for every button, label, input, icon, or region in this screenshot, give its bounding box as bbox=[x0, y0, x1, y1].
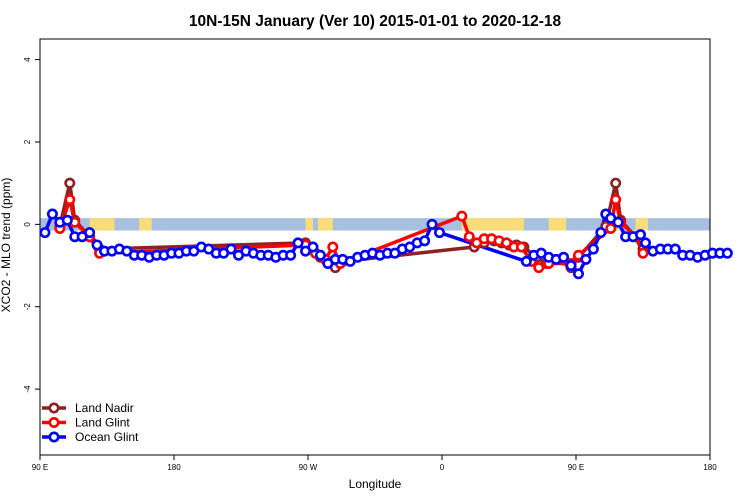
legend-swatch-marker bbox=[48, 416, 60, 428]
ocean-glint-point bbox=[639, 237, 651, 249]
y-tick-label: 0 bbox=[23, 222, 32, 227]
x-tick-label: 180 bbox=[167, 463, 181, 472]
plot-frame bbox=[39, 38, 711, 456]
land-segment bbox=[461, 218, 524, 231]
ocean-glint-point bbox=[612, 216, 624, 228]
ocean-glint-point bbox=[84, 227, 96, 239]
ocean-glint-point bbox=[558, 251, 570, 263]
ocean-glint-point bbox=[285, 249, 297, 261]
land-nadir-point bbox=[610, 177, 622, 189]
ocean-band bbox=[40, 218, 710, 231]
ocean-glint-point bbox=[565, 260, 577, 272]
ocean-glint-point bbox=[595, 227, 607, 239]
ocean-glint-point bbox=[580, 253, 592, 265]
ocean-glint-point bbox=[635, 229, 647, 241]
land-glint-point bbox=[533, 262, 545, 274]
land-segment bbox=[317, 218, 333, 231]
land-segment bbox=[139, 218, 152, 231]
ocean-glint-point bbox=[419, 235, 431, 247]
ocean-glint-point bbox=[225, 243, 237, 255]
land-glint-point bbox=[637, 247, 649, 259]
ocean-glint-point bbox=[61, 214, 73, 226]
legend-swatch-marker bbox=[48, 402, 60, 414]
ocean-glint-point bbox=[434, 227, 446, 239]
ocean-glint-point bbox=[39, 227, 51, 239]
ocean-glint-point bbox=[572, 268, 584, 280]
x-tick-label: 0 bbox=[440, 463, 445, 472]
y-tick-label: 4 bbox=[23, 57, 32, 62]
ocean-glint-point bbox=[314, 249, 326, 261]
land-glint-point bbox=[605, 222, 617, 234]
chart-title: 10N-15N January (Ver 10) 2015-01-01 to 2… bbox=[189, 13, 562, 30]
ocean-glint-point bbox=[520, 255, 532, 267]
land-glint-point bbox=[610, 194, 622, 206]
land-glint-point bbox=[327, 241, 339, 253]
ocean-glint-point bbox=[46, 208, 58, 220]
land-glint-point bbox=[64, 194, 76, 206]
legend-label: Ocean Glint bbox=[75, 430, 139, 444]
land-glint-point bbox=[456, 210, 468, 222]
x-tick-label: 90 E bbox=[32, 463, 48, 472]
y-tick-label: -2 bbox=[23, 303, 32, 311]
legend-swatch-marker bbox=[48, 431, 60, 443]
x-tick-label: 90 W bbox=[299, 463, 318, 472]
ocean-glint-point bbox=[91, 239, 103, 251]
ocean-glint-point bbox=[669, 243, 681, 255]
land-segment bbox=[89, 218, 115, 231]
x-tick-label: 90 E bbox=[568, 463, 584, 472]
legend-label: Land Glint bbox=[75, 416, 130, 430]
y-tick-label: 2 bbox=[23, 139, 32, 144]
land-glint-point bbox=[515, 241, 527, 253]
x-tick-label: 180 bbox=[703, 463, 717, 472]
x-axis-label: Longitude bbox=[349, 477, 402, 491]
y-axis-label: XCO2 - MLO trend (ppm) bbox=[0, 178, 13, 313]
y-tick-label: -4 bbox=[23, 385, 32, 393]
land-segment bbox=[305, 218, 313, 231]
ocean-glint-point bbox=[721, 247, 733, 259]
plot-area: -4 -2 0 2 4 90 E 180 90 W 0 90 E 180 bbox=[23, 38, 733, 472]
ocean-glint-point bbox=[307, 241, 319, 253]
land-segment bbox=[635, 218, 648, 231]
ocean-glint-point bbox=[426, 218, 438, 230]
ocean-glint-point bbox=[587, 243, 599, 255]
ocean-glint-point bbox=[292, 237, 304, 249]
land-nadir-point bbox=[64, 177, 76, 189]
land-glint-point bbox=[463, 231, 475, 243]
legend-label: Land Nadir bbox=[75, 401, 134, 415]
land-segment bbox=[548, 218, 567, 231]
